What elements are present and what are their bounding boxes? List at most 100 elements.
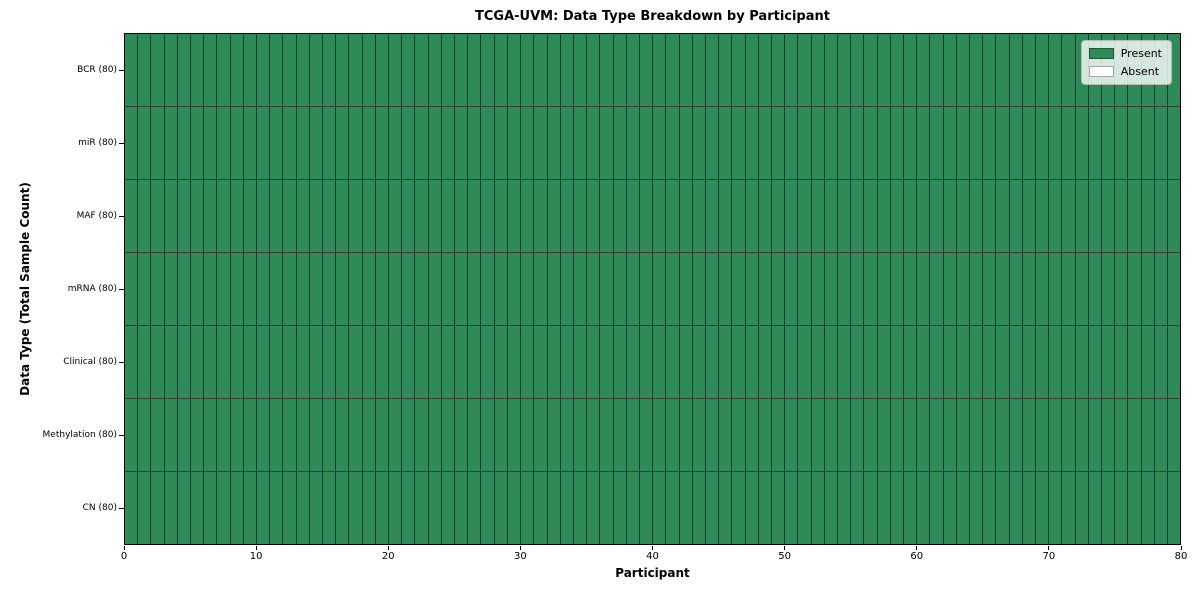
heatmap-cell <box>732 107 746 179</box>
y-tick-label: Clinical (80) <box>63 357 117 368</box>
heatmap-cell <box>587 180 601 252</box>
heatmap-cell <box>771 253 786 325</box>
heatmap-cell <box>758 180 772 252</box>
heatmap-cell <box>639 253 654 325</box>
heatmap-cell <box>507 472 522 544</box>
heatmap-grid <box>125 34 1181 544</box>
heatmap-cell <box>375 326 390 398</box>
heatmap-cell <box>573 253 588 325</box>
heatmap-cell <box>455 326 469 398</box>
heatmap-cell <box>719 34 733 106</box>
heatmap-cell <box>943 253 957 325</box>
heatmap-cell <box>943 34 957 106</box>
heatmap-cell <box>930 399 944 471</box>
heatmap-cell <box>362 326 376 398</box>
heatmap-cell <box>428 472 442 544</box>
heatmap-cell <box>296 180 310 252</box>
heatmap-cell <box>547 107 561 179</box>
heatmap-cell <box>349 34 363 106</box>
heatmap-cell <box>494 34 508 106</box>
heatmap-cell <box>1075 180 1089 252</box>
heatmap-cell <box>1088 326 1103 398</box>
heatmap-cell <box>547 253 561 325</box>
heatmap-cell <box>1141 180 1155 252</box>
heatmap-cell <box>1141 472 1155 544</box>
heatmap-cell <box>864 180 878 252</box>
heatmap-cell <box>1128 180 1142 252</box>
heatmap-cell <box>626 399 640 471</box>
heatmap-cell <box>903 399 918 471</box>
heatmap-cell <box>719 399 733 471</box>
heatmap-cell <box>428 326 442 398</box>
heatmap-cell <box>257 180 271 252</box>
heatmap-cell <box>666 326 680 398</box>
heatmap-cell <box>547 472 561 544</box>
heatmap-cell <box>811 180 825 252</box>
heatmap-cell <box>507 107 522 179</box>
y-tick-mark <box>119 215 124 217</box>
heatmap-cell <box>930 253 944 325</box>
plot-area: Present Absent <box>124 33 1181 545</box>
heatmap-cell <box>309 472 324 544</box>
heatmap-cell <box>1022 180 1037 252</box>
heatmap-cell <box>996 180 1010 252</box>
heatmap-cell <box>323 326 337 398</box>
heatmap-cell <box>970 253 984 325</box>
heatmap-cell <box>903 253 918 325</box>
heatmap-cell <box>415 34 429 106</box>
heatmap-cell <box>428 34 442 106</box>
heatmap-cell <box>336 34 350 106</box>
heatmap-cell <box>191 107 205 179</box>
heatmap-cell <box>1088 180 1103 252</box>
heatmap-cell <box>323 399 337 471</box>
heatmap-cell <box>943 399 957 471</box>
heatmap-cell <box>798 180 812 252</box>
heatmap-cell <box>1075 107 1089 179</box>
heatmap-cell <box>600 180 614 252</box>
heatmap-cell <box>389 34 403 106</box>
heatmap-cell <box>970 326 984 398</box>
heatmap-cell <box>1128 399 1142 471</box>
heatmap-cell <box>758 326 772 398</box>
heatmap-cell <box>1036 253 1050 325</box>
heatmap-cell <box>441 253 456 325</box>
heatmap-cell <box>983 107 997 179</box>
heatmap-cell <box>204 180 218 252</box>
heatmap-cell <box>864 399 878 471</box>
heatmap-cell <box>837 399 852 471</box>
heatmap-cell <box>1168 180 1181 252</box>
heatmap-cell <box>560 326 574 398</box>
heatmap-cell <box>613 253 627 325</box>
heatmap-cell <box>785 472 799 544</box>
heatmap-cell <box>283 472 297 544</box>
heatmap-cell <box>336 472 350 544</box>
heatmap-cell <box>917 180 931 252</box>
heatmap-cell <box>217 180 231 252</box>
heatmap-cell <box>587 472 601 544</box>
heatmap-cell <box>468 180 482 252</box>
heatmap-cell <box>309 180 324 252</box>
heatmap-row <box>125 399 1181 472</box>
heatmap-cell <box>666 34 680 106</box>
heatmap-cell <box>362 399 376 471</box>
heatmap-cell <box>771 180 786 252</box>
heatmap-cell <box>600 34 614 106</box>
heatmap-cell <box>705 253 720 325</box>
heatmap-cell <box>653 326 667 398</box>
heatmap-cell <box>441 472 456 544</box>
heatmap-row <box>125 107 1181 180</box>
heatmap-cell <box>785 399 799 471</box>
heatmap-cell <box>468 253 482 325</box>
heatmap-cell <box>283 326 297 398</box>
heatmap-cell <box>164 399 178 471</box>
y-tick-mark <box>119 508 124 510</box>
heatmap-cell <box>296 326 310 398</box>
heatmap-cell <box>890 34 904 106</box>
heatmap-cell <box>468 34 482 106</box>
heatmap-cell <box>930 34 944 106</box>
heatmap-cell <box>824 253 838 325</box>
heatmap-cell <box>191 253 205 325</box>
heatmap-cell <box>455 34 469 106</box>
heatmap-cell <box>719 180 733 252</box>
x-tick-mark <box>255 546 257 550</box>
